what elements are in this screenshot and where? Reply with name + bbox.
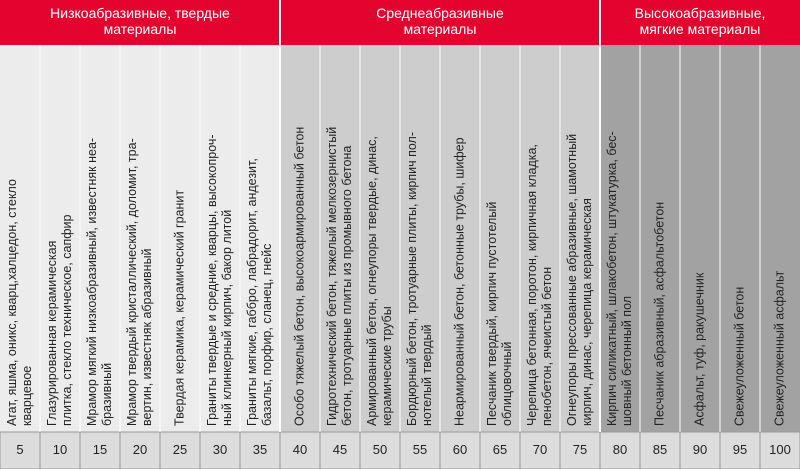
material-text: Неармированный бетон, бетонные трубы, ши… bbox=[452, 137, 466, 426]
group-body bbox=[0, 45, 280, 432]
material-text: базальт, порфир, сланец, гнейс bbox=[260, 244, 274, 426]
material-text: Бордюрный бетон, тротуарные плиты, кирпи… bbox=[405, 132, 419, 426]
abrasion-value: 80 bbox=[613, 442, 627, 457]
material-text: вертин, известняк абразивный bbox=[140, 248, 154, 426]
material-text: керамические трубы bbox=[380, 306, 394, 426]
value-cell bbox=[679, 431, 721, 469]
material-text: Мрамор мягкий низкоабразивный, известняк… bbox=[85, 138, 99, 426]
material-text: бетон, тротуарные плиты из промывного бе… bbox=[340, 146, 354, 426]
material-text: облицовочный bbox=[500, 342, 514, 426]
value-cell bbox=[239, 431, 281, 469]
abrasion-value: 55 bbox=[413, 442, 427, 457]
material-text: Мрамор твердый кристаллический, доломит,… bbox=[125, 138, 139, 426]
abrasion-value: 40 bbox=[293, 442, 307, 457]
abrasion-value: 85 bbox=[653, 442, 667, 457]
value-cell bbox=[639, 431, 681, 469]
value-cell bbox=[319, 431, 361, 469]
material-text: нотелый твердый bbox=[420, 324, 434, 426]
abrasion-value: 30 bbox=[213, 442, 227, 457]
group-title: материалы bbox=[404, 21, 477, 37]
group-header bbox=[280, 0, 600, 45]
group-title: материалы bbox=[104, 21, 177, 37]
value-cell bbox=[279, 431, 321, 469]
material-text: Глазурированная керамическая bbox=[45, 241, 59, 426]
material-text: ный клинкерный кирпич, бакор литой bbox=[220, 210, 234, 426]
material-text: Асфальт, туф, ракушечник bbox=[692, 272, 706, 426]
material-text: Огнеупоры прессованные абразивные, шамот… bbox=[565, 134, 579, 426]
value-cell bbox=[199, 431, 241, 469]
material-text: Агат, яшма, оникс, кварц,халцедон, стекл… bbox=[5, 179, 19, 426]
material-text: Свежеуложенный асфальт bbox=[772, 270, 786, 426]
abrasion-value: 20 bbox=[133, 442, 147, 457]
abrasion-value: 15 bbox=[93, 442, 107, 457]
material-text: пенобетон, ячеистый бетон bbox=[540, 267, 554, 426]
abrasion-value: 95 bbox=[733, 442, 747, 457]
value-cell bbox=[519, 431, 561, 469]
group-body bbox=[600, 45, 800, 432]
abrasion-value: 45 bbox=[333, 442, 347, 457]
group-header bbox=[600, 0, 800, 45]
abrasion-value: 25 bbox=[173, 442, 187, 457]
group-title: Низкоабразивные, твердые bbox=[50, 5, 230, 21]
abrasion-value: 90 bbox=[693, 442, 707, 457]
group-title: Высокоабразивные, bbox=[635, 5, 766, 21]
value-cell bbox=[479, 431, 521, 469]
group-header bbox=[0, 0, 280, 45]
abrasion-value: 50 bbox=[373, 442, 387, 457]
material-text: Твердая керамика, керамический гранит bbox=[172, 190, 186, 426]
material-text: шовный бетонный пол bbox=[620, 296, 634, 426]
group-title: Среднеабразивные bbox=[376, 5, 504, 21]
abrasion-value: 60 bbox=[453, 442, 467, 457]
material-text: Гидротехнический бетон, тяжелый мелкозер… bbox=[325, 127, 339, 426]
material-text: Особо тяжелый бетон, высокоармированный … bbox=[292, 127, 306, 426]
abrasion-value: 75 bbox=[573, 442, 587, 457]
material-text: кварцевое bbox=[20, 366, 34, 426]
value-cell bbox=[759, 431, 800, 469]
material-text: Граниты твердые и средние, кварцы, высок… bbox=[205, 134, 219, 426]
group-title: мягкие материалы bbox=[640, 21, 761, 37]
abrasion-value: 100 bbox=[769, 442, 791, 457]
value-cell bbox=[559, 431, 601, 469]
value-cell bbox=[719, 431, 761, 469]
abrasion-value: 70 bbox=[533, 442, 547, 457]
material-text: бразивный bbox=[100, 363, 114, 426]
material-text: Песчаник твердый, кирпич пустотелый bbox=[485, 202, 499, 426]
material-text: Граниты мягкие, габбро, лабрадорит, анде… bbox=[245, 158, 259, 426]
material-text: Песчаник абразивный, асфальтобетон bbox=[652, 202, 666, 426]
material-text: Свежеуложенный бетон bbox=[732, 287, 746, 426]
value-cell bbox=[39, 431, 81, 469]
material-text: плитка, стекло техническое, сапфир bbox=[60, 215, 74, 426]
abrasion-value: 10 bbox=[53, 442, 67, 457]
value-cell bbox=[0, 431, 41, 469]
material-text: Черепица бетонная, поротон, кирпичная кл… bbox=[525, 144, 539, 426]
abrasion-value: 65 bbox=[493, 442, 507, 457]
material-text: кирпич, динас, черепица керамическая bbox=[580, 198, 594, 426]
abrasion-value: 35 bbox=[253, 442, 267, 457]
value-cell bbox=[159, 431, 201, 469]
material-text: Армированный бетон, огнеупоры твердые, д… bbox=[365, 136, 379, 426]
material-text: Кирпич силикатный, шлакобетон, штукатурк… bbox=[605, 131, 619, 426]
abrasion-value: 5 bbox=[16, 442, 23, 457]
value-cell bbox=[599, 431, 641, 469]
